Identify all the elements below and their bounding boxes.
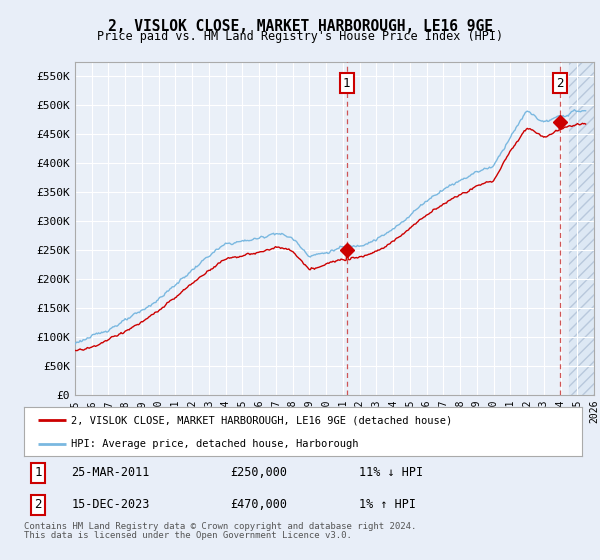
Text: 1: 1 <box>343 77 350 90</box>
Text: 25-MAR-2011: 25-MAR-2011 <box>71 466 150 479</box>
Text: £470,000: £470,000 <box>230 498 287 511</box>
Text: 1% ↑ HPI: 1% ↑ HPI <box>359 498 416 511</box>
Text: 2: 2 <box>34 498 42 511</box>
Bar <box>569 62 594 395</box>
Bar <box>569 62 594 395</box>
Text: 2: 2 <box>556 77 563 90</box>
Text: 2, VISLOK CLOSE, MARKET HARBOROUGH, LE16 9GE: 2, VISLOK CLOSE, MARKET HARBOROUGH, LE16… <box>107 19 493 34</box>
Text: 2, VISLOK CLOSE, MARKET HARBOROUGH, LE16 9GE (detached house): 2, VISLOK CLOSE, MARKET HARBOROUGH, LE16… <box>71 416 452 426</box>
Text: Price paid vs. HM Land Registry's House Price Index (HPI): Price paid vs. HM Land Registry's House … <box>97 30 503 43</box>
Text: 15-DEC-2023: 15-DEC-2023 <box>71 498 150 511</box>
Text: 11% ↓ HPI: 11% ↓ HPI <box>359 466 423 479</box>
Text: £250,000: £250,000 <box>230 466 287 479</box>
Text: This data is licensed under the Open Government Licence v3.0.: This data is licensed under the Open Gov… <box>24 531 352 540</box>
Text: 1: 1 <box>34 466 42 479</box>
Text: Contains HM Land Registry data © Crown copyright and database right 2024.: Contains HM Land Registry data © Crown c… <box>24 522 416 531</box>
Text: HPI: Average price, detached house, Harborough: HPI: Average price, detached house, Harb… <box>71 439 359 449</box>
